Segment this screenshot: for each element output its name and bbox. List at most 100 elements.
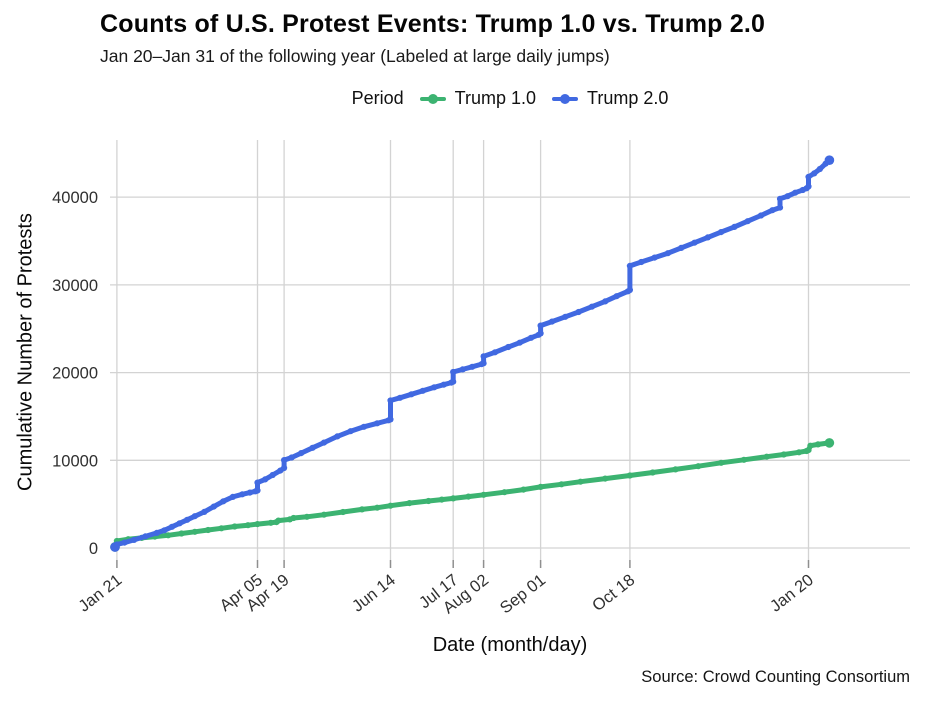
series-point-trump-2-0 [805,183,812,190]
series-point-trump-1-0 [425,497,432,505]
series-point-trump-2-0 [575,308,582,316]
series-point-trump-2-0 [153,529,160,537]
x-tick-label: Sep 01 [497,571,549,617]
series-point-trump-2-0 [491,349,499,356]
series-point-trump-2-0 [334,433,341,440]
legend-key-trump-1-0 [419,90,446,108]
series-end-dot-trump-1-0 [824,438,835,448]
series-point-trump-2-0 [320,439,328,446]
series-point-trump-1-0 [577,478,584,485]
series-point-trump-1-0 [218,525,225,532]
series-point-trump-1-0 [672,466,679,473]
series-point-trump-2-0 [191,513,198,520]
series-point-trump-2-0 [281,464,288,472]
series-point-trump-2-0 [664,250,672,257]
series-point-trump-2-0 [239,491,246,498]
series-point-trump-1-0 [695,463,702,470]
series-point-trump-2-0 [450,368,457,376]
series-point-trump-1-0 [740,456,748,463]
legend-item-trump-1-0: Trump 1.0 [419,88,537,109]
series-point-trump-2-0 [419,387,426,394]
series-point-trump-2-0 [130,536,138,544]
series-point-trump-2-0 [638,258,645,266]
series-point-trump-2-0 [626,262,634,269]
legend-key-dot [560,94,571,104]
series-point-trump-2-0 [387,416,394,423]
series-point-trump-2-0 [718,229,725,236]
series-point-trump-2-0 [161,527,168,534]
y-tick-label: 30000 [52,277,98,295]
series-point-trump-2-0 [602,298,609,305]
legend-title: Period [351,88,404,108]
series-point-trump-1-0 [718,459,725,466]
series-point-trump-2-0 [678,244,685,251]
series-point-trump-1-0 [178,530,185,537]
series-point-trump-2-0 [176,520,183,527]
series-point-trump-2-0 [440,381,447,388]
x-axis-title: Date (month/day) [432,634,588,656]
series-point-trump-1-0 [814,441,822,448]
series-point-trump-1-0 [558,481,565,488]
series-point-trump-1-0 [374,504,381,511]
series-point-trump-2-0 [776,204,784,211]
series-point-trump-2-0 [548,318,556,325]
series-point-trump-2-0 [269,471,276,479]
series-point-trump-2-0 [201,508,208,515]
series-point-trump-1-0 [537,483,544,490]
chart-subtitle: Jan 20–Jan 31 of the following year (Lab… [100,46,610,66]
x-tick-label: Oct 18 [589,571,638,615]
series-point-trump-2-0 [784,193,791,200]
series-point-trump-1-0 [602,475,609,482]
series-point-trump-1-0 [303,513,310,520]
series-point-trump-1-0 [267,519,274,526]
series-point-trump-2-0 [229,493,236,500]
series-point-trump-1-0 [626,472,634,479]
series-point-trump-2-0 [281,457,288,464]
series-point-trump-2-0 [168,523,176,530]
series-point-trump-1-0 [320,511,328,518]
series-point-trump-2-0 [459,366,466,373]
series-point-trump-1-0 [480,491,487,498]
legend-label-trump-2-0: Trump 2.0 [587,88,669,108]
series-line-trump-2-0 [112,157,832,550]
series-point-trump-2-0 [626,286,634,294]
series-point-trump-2-0 [431,384,438,391]
series-point-trump-1-0 [520,486,527,493]
legend-item-trump-2-0: Trump 2.0 [552,88,668,109]
series-point-trump-1-0 [795,449,803,456]
legend-key-trump-2-0 [552,90,579,108]
series-point-trump-2-0 [588,303,596,310]
series-point-trump-1-0 [807,442,814,449]
series-point-trump-1-0 [780,451,787,458]
series-point-trump-2-0 [220,498,227,505]
series-point-trump-2-0 [469,363,476,370]
series-point-trump-2-0 [387,397,394,404]
series-point-trump-2-0 [360,423,367,430]
series-point-trump-2-0 [246,489,253,496]
y-tick-label: 10000 [52,452,98,470]
series-point-trump-2-0 [288,454,295,461]
series-point-trump-1-0 [649,469,656,476]
series-point-trump-2-0 [210,503,217,510]
series-point-trump-2-0 [262,476,269,483]
series-point-trump-1-0 [358,506,366,513]
legend: Period Trump 1.0 Trump 2.0 [110,88,910,109]
series-point-trump-1-0 [763,453,770,460]
series-point-trump-2-0 [537,322,544,329]
series-point-trump-1-0 [254,521,261,528]
series-point-trump-2-0 [184,516,191,523]
series-point-trump-2-0 [651,254,658,261]
series-point-trump-2-0 [480,360,487,367]
series-point-trump-1-0 [450,495,457,502]
series-point-trump-2-0 [254,479,261,486]
series-point-trump-2-0 [769,207,776,214]
series-point-trump-2-0 [121,539,128,546]
x-tick-label: Jan 20 [767,571,817,616]
series-point-trump-2-0 [805,173,812,180]
series-point-trump-2-0 [528,334,535,341]
legend-label-trump-1-0: Trump 1.0 [454,88,537,108]
series-point-trump-2-0 [811,170,818,177]
series-point-trump-2-0 [744,218,751,225]
series-point-trump-2-0 [374,420,381,427]
